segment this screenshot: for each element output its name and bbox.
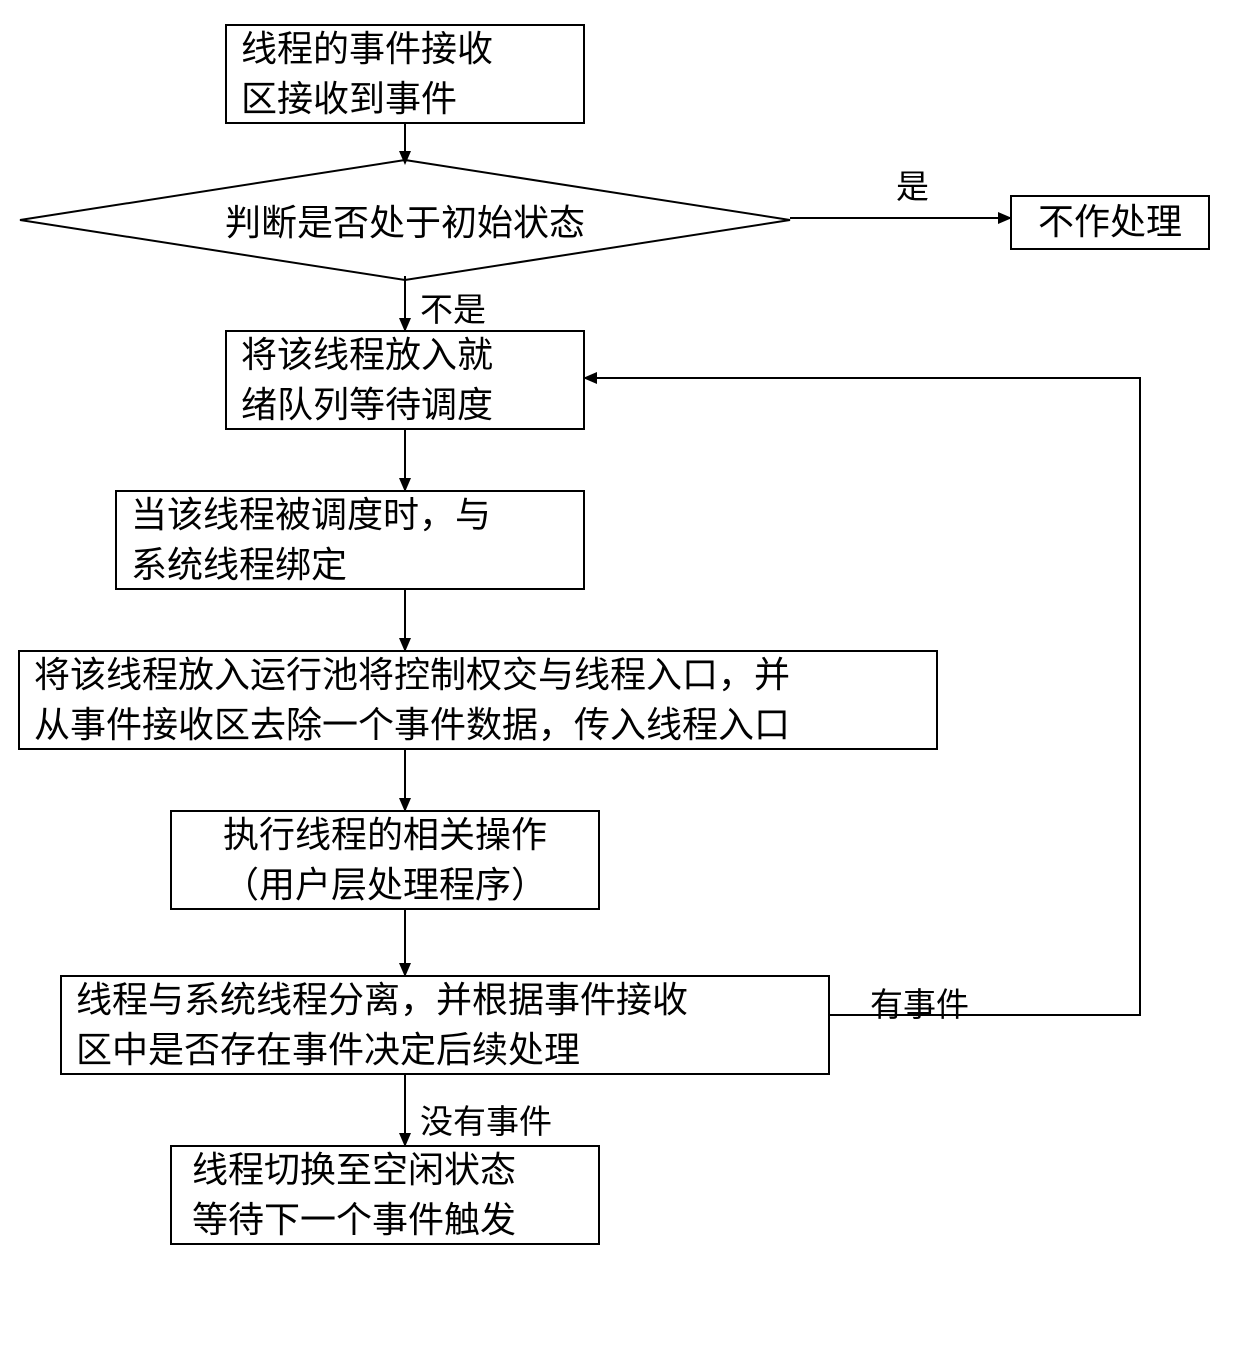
node-bind_system: 当该线程被调度时，与 系统线程绑定 [115,490,585,590]
node-run_pool: 将该线程放入运行池将控制权交与线程入口，并 从事件接收区去除一个事件数据，传入线… [18,650,938,750]
node-ready_queue: 将该线程放入就 绪队列等待调度 [225,330,585,430]
edge-label-decision-to-no_process: 是 [896,160,929,208]
node-ready_queue-text: 将该线程放入就 绪队列等待调度 [241,330,493,431]
node-bind_system-text: 当该线程被调度时，与 系统线程绑定 [131,490,491,591]
node-exec_ops-text: 执行线程的相关操作 （用户层处理程序） [223,810,547,911]
node-no_process-text: 不作处理 [1038,197,1182,247]
node-idle: 线程切换至空闲状态 等待下一个事件触发 [170,1145,600,1245]
edge-label-detach-to-idle: 没有事件 [420,1095,552,1143]
node-decision: 判断是否处于初始状态 [20,160,790,280]
node-start: 线程的事件接收 区接收到事件 [225,24,585,124]
node-run_pool-text: 将该线程放入运行池将控制权交与线程入口，并 从事件接收区去除一个事件数据，传入线… [34,650,790,751]
edge-label-decision-to-ready_queue: 不是 [420,283,486,331]
node-detach: 线程与系统线程分离，并根据事件接收 区中是否存在事件决定后续处理 [60,975,830,1075]
edge-label-detach-to-ready_queue: 有事件 [870,978,969,1026]
node-exec_ops: 执行线程的相关操作 （用户层处理程序） [170,810,600,910]
node-idle-text: 线程切换至空闲状态 等待下一个事件触发 [192,1145,516,1246]
node-start-text: 线程的事件接收 区接收到事件 [241,24,493,125]
node-detach-text: 线程与系统线程分离，并根据事件接收 区中是否存在事件决定后续处理 [76,975,688,1076]
node-decision-text: 判断是否处于初始状态 [225,194,585,246]
node-no_process: 不作处理 [1010,195,1210,250]
